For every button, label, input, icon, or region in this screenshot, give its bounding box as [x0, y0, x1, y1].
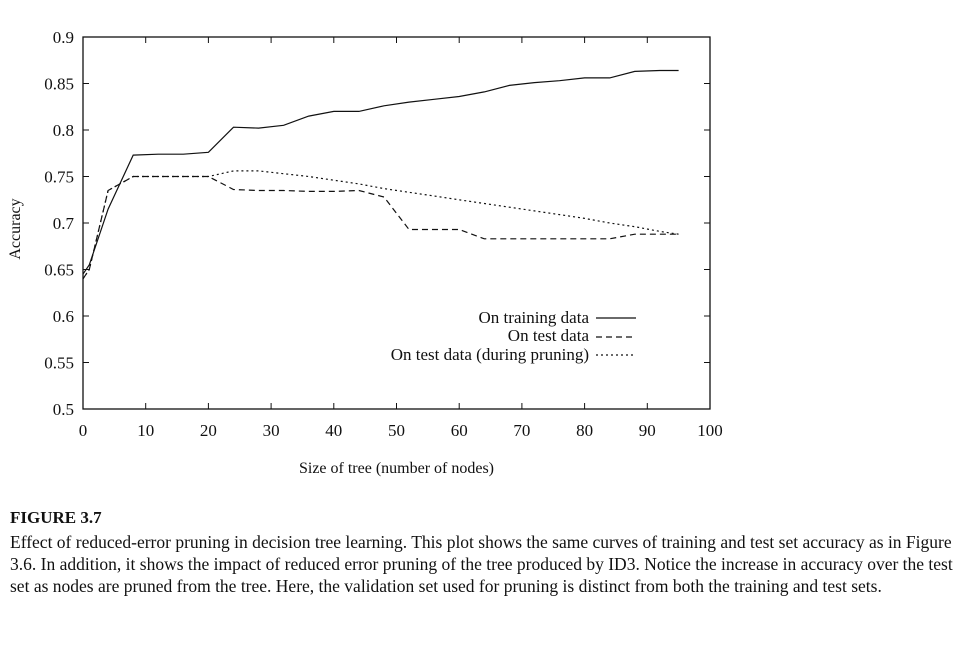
- legend: On training data On test data On test da…: [391, 308, 636, 364]
- x-tick-labels: 0 10 20 30 40 50 60 70 80 90 100: [79, 421, 723, 440]
- y-tick-label: 0.65: [44, 261, 74, 280]
- y-tick-label: 0.9: [53, 28, 74, 47]
- accuracy-chart: 0 10 20 30 40 50 60 70 80 90 100 0.5 0.55 0.6 0.65 0.7…: [7, 28, 723, 477]
- y-tick-labels: 0.5 0.55 0.6 0.65 0.7 0.75 0.8 0.85 0.9: [44, 28, 74, 419]
- legend-label-training: On training data: [479, 308, 590, 327]
- x-tick-label: 80: [576, 421, 593, 440]
- y-tick-label: 0.5: [53, 400, 74, 419]
- y-axis-title: Accuracy: [7, 198, 24, 259]
- x-axis-title: Size of tree (number of nodes): [299, 460, 494, 477]
- series-line-test: [82, 175, 679, 280]
- x-tick-label: 20: [200, 421, 217, 440]
- y-tick-label: 0.7: [53, 214, 75, 233]
- y-tick-label: 0.8: [53, 121, 74, 140]
- x-tick-label: 60: [451, 421, 468, 440]
- x-tick-label: 50: [388, 421, 405, 440]
- x-tick-label: 70: [513, 421, 530, 440]
- series-line-training: [82, 69, 679, 275]
- legend-label-test: On test data: [508, 326, 590, 345]
- series-lines: [82, 69, 679, 280]
- x-tick-label: 10: [137, 421, 154, 440]
- legend-label-pruning: On test data (during pruning): [391, 345, 589, 364]
- figure-caption-text: Effect of reduced-error pruning in decis…: [10, 532, 953, 596]
- figure-caption: FIGURE 3.7 Effect of reduced-error pruni…: [10, 508, 965, 597]
- y-tick-label: 0.85: [44, 75, 74, 94]
- y-tick-label: 0.75: [44, 168, 74, 187]
- x-tick-label: 0: [79, 421, 88, 440]
- y-tick-label: 0.6: [53, 307, 74, 326]
- x-tick-label: 30: [263, 421, 280, 440]
- x-tick-label: 40: [325, 421, 342, 440]
- y-tick-label: 0.55: [44, 354, 74, 373]
- x-tick-label: 90: [639, 421, 656, 440]
- series-line-pruning: [82, 170, 679, 280]
- axis-ticks: [82, 36, 711, 410]
- figure-label: FIGURE 3.7: [10, 508, 102, 527]
- x-tick-label: 100: [697, 421, 723, 440]
